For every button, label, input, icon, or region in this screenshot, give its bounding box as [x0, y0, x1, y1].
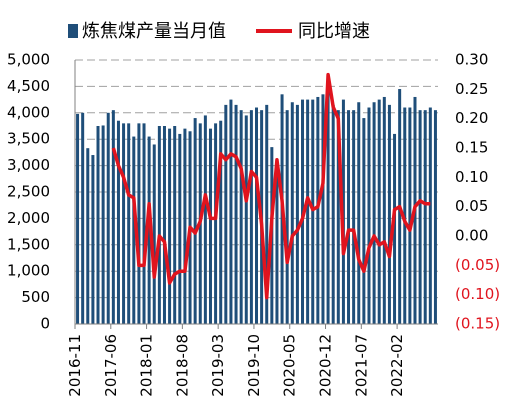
- y2-tick-label: 0.05: [455, 197, 488, 215]
- bar: [81, 112, 85, 324]
- bar: [382, 96, 386, 325]
- bar: [229, 99, 233, 324]
- bar: [91, 155, 95, 324]
- bar: [367, 107, 371, 325]
- bar: [393, 133, 397, 324]
- y-tick-label: 2,000: [7, 209, 50, 227]
- y-tick-label: 1,000: [7, 262, 50, 280]
- bar: [244, 115, 248, 324]
- bar: [295, 104, 299, 324]
- bar: [219, 120, 223, 324]
- bar: [173, 126, 177, 324]
- y2-tick-label: (0.05): [455, 256, 500, 274]
- y2-tick-label: (0.15): [455, 315, 500, 333]
- bar: [127, 123, 131, 324]
- x-tick-label: 2020-12: [317, 334, 335, 397]
- bar: [275, 160, 279, 324]
- bar: [152, 144, 156, 324]
- y2-tick-label: 0.25: [455, 80, 488, 98]
- bar: [203, 115, 207, 324]
- y2-tick-label: 0.15: [455, 139, 488, 157]
- y-tick-label: 5,000: [7, 51, 50, 69]
- bar: [214, 123, 218, 324]
- legend-label: 同比增速: [298, 21, 370, 42]
- y2-tick-label: 0.00: [455, 227, 488, 245]
- bar: [336, 110, 340, 324]
- bar: [423, 110, 427, 324]
- y-tick-label: 2,500: [7, 183, 50, 201]
- x-tick-label: 2021-07: [352, 334, 370, 397]
- bar: [157, 126, 161, 324]
- bar: [408, 107, 412, 325]
- bar: [76, 113, 80, 324]
- line: [111, 72, 431, 300]
- bar: [101, 125, 105, 324]
- x-tick-label: 2019-03: [209, 334, 227, 397]
- bar: [377, 99, 381, 324]
- bar: [265, 104, 269, 324]
- bar: [403, 107, 407, 325]
- legend-label: 炼焦煤产量当月值: [82, 21, 226, 42]
- bar: [234, 104, 238, 324]
- y-tick-label: 0: [40, 315, 50, 333]
- bar: [208, 128, 212, 324]
- bar: [137, 123, 141, 324]
- x-tick-label: 2022-02: [388, 334, 406, 397]
- bar: [239, 110, 243, 324]
- bar: [311, 99, 315, 324]
- bar: [331, 104, 335, 324]
- y-tick-label: 500: [21, 288, 50, 306]
- bar: [122, 123, 126, 324]
- bar: [178, 133, 182, 324]
- bar: [224, 104, 228, 324]
- y2-tick-label: 0.10: [455, 168, 488, 186]
- y-tick-label: 4,500: [7, 77, 50, 95]
- bar: [193, 118, 197, 324]
- bar: [321, 94, 325, 324]
- bar: [142, 123, 146, 324]
- bar: [290, 102, 294, 325]
- bar: [428, 107, 432, 325]
- bar: [352, 110, 356, 324]
- bar: [147, 136, 151, 324]
- y-tick-label: 3,500: [7, 130, 50, 148]
- y-tick-label: 4,000: [7, 103, 50, 121]
- bar: [162, 126, 166, 324]
- y2-tick-label: 0.30: [455, 51, 488, 69]
- x-tick-label: 2017-06: [102, 334, 120, 397]
- bar: [316, 96, 320, 325]
- bar: [183, 128, 187, 324]
- bar: [306, 99, 310, 324]
- x-tick-label: 2020-05: [281, 334, 299, 397]
- bar: [132, 136, 136, 324]
- y2-tick-label: (0.10): [455, 285, 500, 303]
- x-tick-label: 2018-01: [138, 334, 156, 397]
- bar: [255, 107, 258, 325]
- bar: [249, 110, 253, 324]
- bar: [168, 128, 172, 324]
- bar: [433, 110, 437, 324]
- bar: [96, 126, 100, 324]
- y-tick-label: 3,000: [7, 156, 50, 174]
- y2-tick-label: 0.20: [455, 109, 488, 127]
- bar: [111, 110, 115, 324]
- bar: [372, 102, 376, 325]
- bar: [357, 102, 361, 325]
- bar: [387, 104, 391, 324]
- bar: [106, 112, 110, 324]
- bar: [347, 110, 351, 324]
- bar: [362, 118, 366, 324]
- bar: [86, 148, 90, 324]
- legend-swatch: [68, 24, 78, 38]
- x-tick-label: 2019-10: [245, 334, 263, 397]
- bar: [418, 110, 422, 324]
- x-tick-label: 2018-08: [173, 334, 191, 397]
- y-tick-label: 1,500: [7, 235, 50, 253]
- bar: [285, 110, 289, 324]
- bar: [326, 91, 330, 325]
- bar: [116, 120, 120, 324]
- x-tick-label: 2016-11: [66, 334, 84, 397]
